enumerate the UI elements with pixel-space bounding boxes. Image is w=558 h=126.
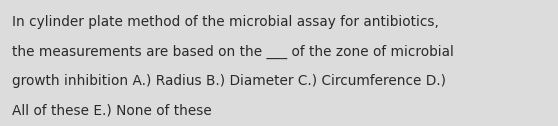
Text: growth inhibition A.) Radius B.) Diameter C.) Circumference D.): growth inhibition A.) Radius B.) Diamete… — [12, 74, 446, 88]
Text: the measurements are based on the ___ of the zone of microbial: the measurements are based on the ___ of… — [12, 45, 454, 59]
Text: All of these E.) None of these: All of these E.) None of these — [12, 104, 212, 118]
Text: In cylinder plate method of the microbial assay for antibiotics,: In cylinder plate method of the microbia… — [12, 15, 439, 29]
